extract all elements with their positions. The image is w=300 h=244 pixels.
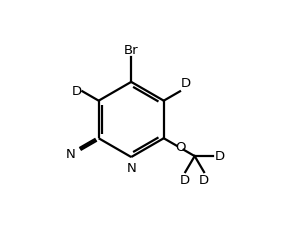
Text: D: D — [181, 77, 191, 90]
Text: N: N — [66, 148, 76, 161]
Text: D: D — [214, 150, 224, 163]
Text: D: D — [199, 173, 209, 187]
Text: N: N — [126, 162, 136, 175]
Text: O: O — [175, 141, 185, 154]
Text: D: D — [180, 173, 190, 187]
Text: D: D — [71, 85, 82, 98]
Text: Br: Br — [124, 43, 139, 57]
